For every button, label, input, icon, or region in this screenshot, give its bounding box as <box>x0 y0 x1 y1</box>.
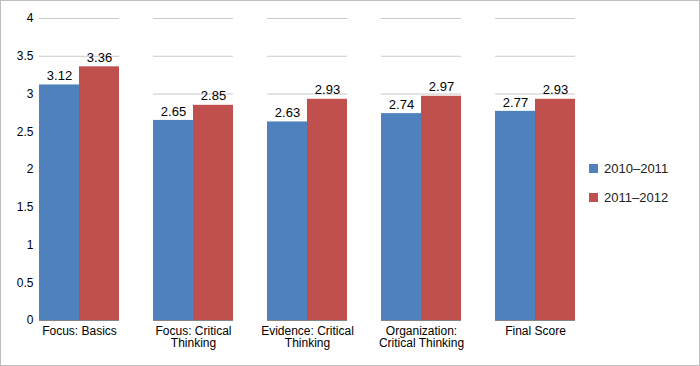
svg-text:2: 2 <box>27 162 34 176</box>
html-text:2011–2012: 2011–2012 <box>604 190 669 205</box>
svg-text:2.77: 2.77 <box>503 95 528 110</box>
svg-text:4: 4 <box>27 11 34 25</box>
svg-text:2.97: 2.97 <box>429 79 454 94</box>
svg-text:3.5: 3.5 <box>17 49 34 63</box>
svg-text:Focus: Basics: Focus: Basics <box>42 324 117 338</box>
svg-text:2.93: 2.93 <box>315 82 340 97</box>
svg-text:2.74: 2.74 <box>389 97 414 112</box>
svg-text:0.5: 0.5 <box>17 276 34 290</box>
svg-text:0: 0 <box>27 313 34 327</box>
svg-text:2.5: 2.5 <box>17 125 34 139</box>
svg-text:3.36: 3.36 <box>87 50 112 65</box>
html-text:2010–2011: 2010–2011 <box>604 161 669 176</box>
svg-text:1.5: 1.5 <box>17 200 34 214</box>
svg-text:Organization:Critical Thinking: Organization:Critical Thinking <box>379 324 464 350</box>
svg-text:Final Score: Final Score <box>505 324 566 338</box>
svg-text:3.12: 3.12 <box>47 68 72 83</box>
svg-text:3: 3 <box>27 87 34 101</box>
svg-text:2.63: 2.63 <box>275 105 300 120</box>
svg-text:2.65: 2.65 <box>161 104 186 119</box>
svg-text:2.93: 2.93 <box>543 82 568 97</box>
svg-text:Focus: CriticalThinking: Focus: CriticalThinking <box>155 324 231 350</box>
svg-text:2.85: 2.85 <box>201 88 226 103</box>
svg-text:1: 1 <box>27 238 34 252</box>
svg-text:Evidence: CriticalThinking: Evidence: CriticalThinking <box>261 324 354 350</box>
